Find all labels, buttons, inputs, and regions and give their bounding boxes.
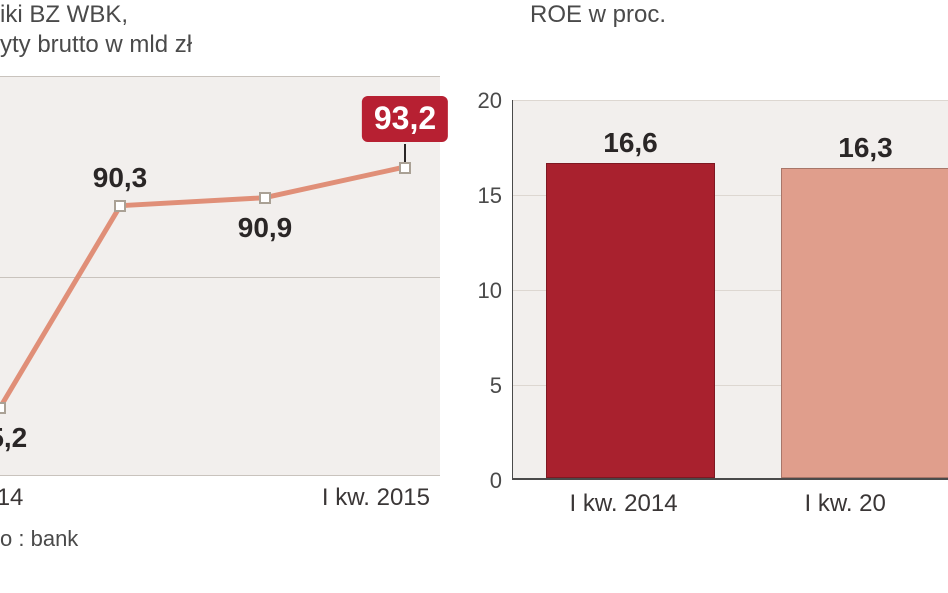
- bar: [546, 163, 715, 478]
- source-value: bank: [31, 526, 79, 551]
- y-tick-label: 0: [470, 468, 502, 494]
- title-line-2: yty brutto w mld zł: [0, 31, 192, 58]
- highlight-value: 93,2: [362, 96, 448, 142]
- x-label: 2014: [0, 484, 23, 512]
- line-plot-area: 75,290,390,993,2: [0, 76, 440, 476]
- highlight-connector: [404, 144, 406, 162]
- y-tick-label: 15: [470, 183, 502, 209]
- bar-area: 16,616,3 05101520: [470, 100, 948, 480]
- bar-x-labels: I kw. 2014 I kw. 20: [512, 490, 948, 530]
- source-prefix: o :: [0, 526, 24, 551]
- source-text: o : bank: [0, 526, 78, 552]
- line-chart-title: iki BZ WBK, yty brutto w mld zł: [0, 0, 455, 60]
- bar-x-label: I kw. 2014: [570, 490, 678, 518]
- bar-value-label: 16,3: [838, 132, 893, 164]
- data-marker: [259, 192, 271, 204]
- y-tick-label: 5: [470, 373, 502, 399]
- data-marker: [114, 200, 126, 212]
- bar-plot-area: 16,6 16,3: [512, 100, 948, 480]
- bar-chart-title: ROE w proc.: [530, 0, 666, 30]
- credits-line-chart: iki BZ WBK, yty brutto w mld zł 75,290,3…: [0, 0, 455, 60]
- x-label: I kw. 2015: [322, 484, 430, 512]
- data-label: 90,3: [93, 162, 148, 194]
- data-marker: [0, 402, 6, 414]
- data-marker: [399, 162, 411, 174]
- gridline: [513, 100, 948, 101]
- bar-value-label: 16,6: [603, 127, 658, 159]
- bar: [781, 168, 948, 478]
- line-x-labels: 2014 I kw. 2015: [0, 484, 440, 524]
- bar-x-label: I kw. 20: [805, 490, 886, 518]
- data-label: 90,9: [238, 212, 293, 244]
- data-label: 75,2: [0, 422, 27, 454]
- title-line-1: iki BZ WBK,: [0, 1, 128, 28]
- y-tick-label: 20: [470, 88, 502, 114]
- y-tick-label: 10: [470, 278, 502, 304]
